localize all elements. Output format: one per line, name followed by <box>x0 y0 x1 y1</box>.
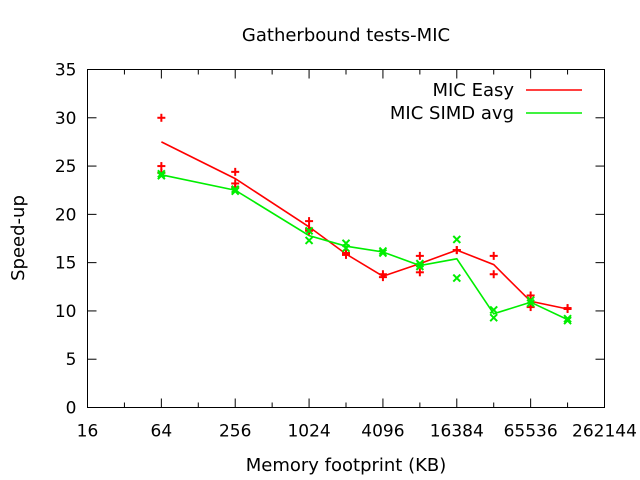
data-point-series-1 <box>342 250 350 259</box>
x-tick-label: 64 <box>151 422 173 442</box>
x-tick-label: 16384 <box>430 422 484 442</box>
data-point-series-2 <box>563 316 572 325</box>
data-point-series-1 <box>378 273 387 282</box>
data-point-series-2 <box>415 259 425 268</box>
data-point-series-2 <box>157 171 166 180</box>
x-axis: 16 64 256 1024 4096 16384 65536 262144 <box>77 69 637 442</box>
data-point-series-1 <box>489 270 498 279</box>
y-tick-label: 15 <box>55 254 77 274</box>
data-point-series-1 <box>157 162 166 171</box>
x-axis-label: Memory footprint (KB) <box>246 455 447 476</box>
y-tick-label: 10 <box>55 302 77 322</box>
x-tick-label: 256 <box>219 422 251 442</box>
x-tick-label: 1024 <box>287 422 330 442</box>
data-point-series-1 <box>231 167 240 176</box>
legend-label-1: MIC Easy <box>432 80 514 101</box>
data-point-series-2 <box>378 246 388 256</box>
series-points <box>157 113 572 325</box>
y-tick-label: 30 <box>55 109 77 129</box>
data-point-series-2 <box>231 185 240 194</box>
x-tick-label: 65536 <box>504 422 558 442</box>
series-line-2 <box>161 174 568 321</box>
y-tick-label: 20 <box>55 205 77 225</box>
data-point-series-1 <box>526 291 535 300</box>
data-point-series-2 <box>378 248 388 258</box>
data-point-series-1 <box>452 246 461 255</box>
data-point-series-2 <box>526 298 535 308</box>
x-tick-label: 4096 <box>361 422 404 442</box>
y-axis-label: Speed-up <box>8 195 29 281</box>
data-point-series-1 <box>415 251 424 260</box>
plot-frame <box>87 69 605 408</box>
data-point-series-1 <box>157 113 166 122</box>
data-point-series-2 <box>489 313 498 322</box>
data-point-series-2 <box>304 236 314 245</box>
data-point-series-2 <box>304 226 314 235</box>
data-point-series-1 <box>415 268 424 277</box>
y-axis: 0 5 10 15 20 25 30 35 <box>55 61 605 419</box>
y-tick-label: 35 <box>55 61 77 81</box>
series-lines <box>161 141 568 321</box>
data-point-series-1 <box>305 217 314 226</box>
series-line-1 <box>161 141 568 310</box>
data-point-series-2 <box>489 305 498 315</box>
y-tick-label: 5 <box>66 350 77 370</box>
data-point-series-2 <box>341 243 351 253</box>
data-point-series-1 <box>563 304 572 313</box>
legend-label-2: MIC SIMD avg <box>390 103 514 124</box>
data-point-series-2 <box>231 186 240 196</box>
y-tick-label: 25 <box>55 157 77 177</box>
data-point-series-2 <box>452 273 461 283</box>
chart-title: Gatherbound tests-MIC <box>242 25 450 46</box>
data-point-series-1 <box>489 251 498 260</box>
data-point-series-2 <box>415 262 425 271</box>
data-point-series-2 <box>157 169 166 179</box>
data-point-series-2 <box>563 314 572 323</box>
data-point-series-2 <box>452 235 461 244</box>
data-point-series-2 <box>526 296 535 305</box>
x-tick-label: 16 <box>77 422 99 442</box>
y-tick-label: 0 <box>66 399 77 419</box>
x-tick-label: 262144 <box>572 422 637 442</box>
